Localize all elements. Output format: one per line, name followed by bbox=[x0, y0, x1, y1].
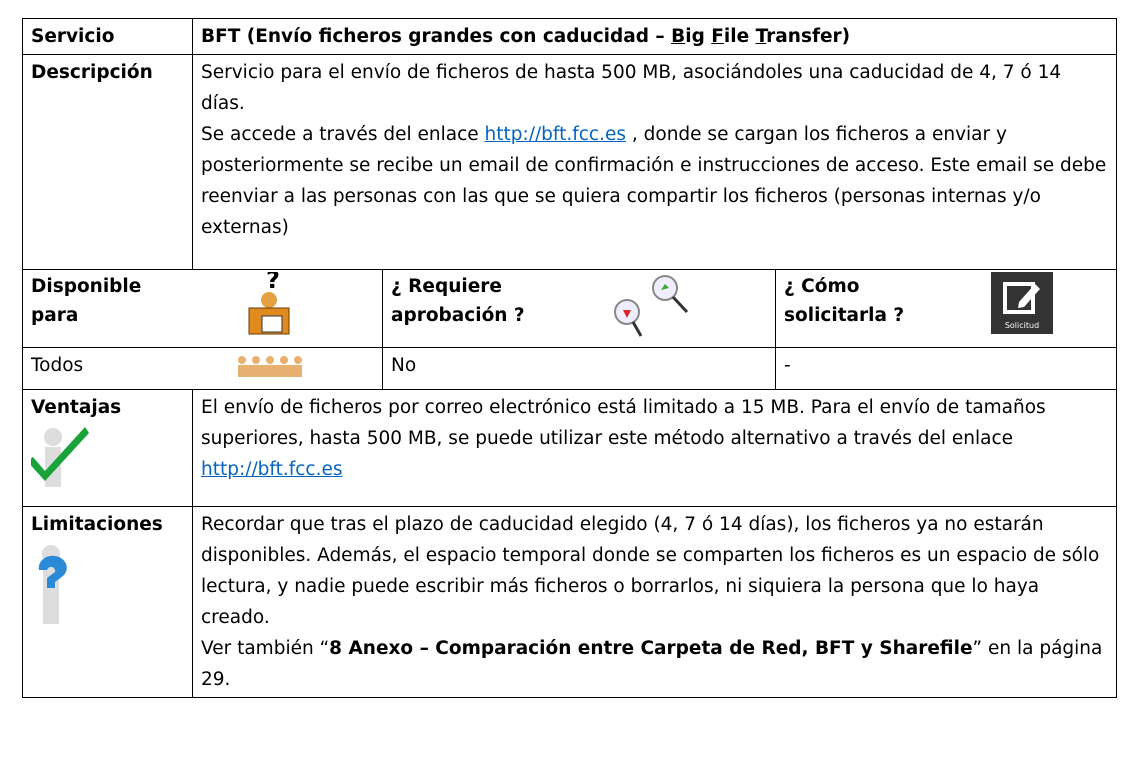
row-label: Limitaciones bbox=[31, 514, 163, 535]
approval-header: ¿ Requiere aprobación ? bbox=[382, 269, 776, 348]
paragraph: Ver también “8 Anexo – Comparación entre… bbox=[201, 633, 1108, 695]
title-text: B bbox=[671, 26, 686, 47]
text: , donde se cargan los ficheros a enviar … bbox=[201, 124, 1107, 238]
title-text: ig bbox=[685, 26, 712, 47]
title-text: ile bbox=[723, 26, 756, 47]
paragraph: Recordar que tras el plazo de caducidad … bbox=[201, 514, 1100, 628]
people-icon bbox=[238, 356, 302, 377]
svg-text:?: ? bbox=[266, 272, 280, 294]
limitations: Recordar que tras el plazo de caducidad … bbox=[192, 506, 1117, 698]
cell-value: - bbox=[775, 347, 1117, 390]
link[interactable]: http://bft.fcc.es bbox=[484, 124, 627, 145]
column-header: ¿ Cómo solicitarla ? bbox=[784, 276, 905, 326]
advantages: El envío de ficheros por correo electrón… bbox=[192, 389, 1117, 507]
person-question-icon: ? bbox=[248, 272, 290, 335]
paragraph: Servicio para el envío de ficheros de ha… bbox=[201, 62, 1062, 114]
availability-header: Disponible para ? bbox=[22, 269, 383, 348]
magnifier-icon bbox=[614, 275, 689, 337]
description-label: Descripción bbox=[22, 54, 193, 270]
link[interactable]: http://bft.fcc.es bbox=[201, 459, 343, 480]
bold-reference: 8 Anexo – Comparación entre Carpeta de R… bbox=[329, 638, 973, 659]
limitations-label-cell: Limitaciones bbox=[22, 506, 193, 698]
title-text: F bbox=[711, 26, 724, 47]
icon-label: Solicitud bbox=[1005, 321, 1039, 330]
service-title: BFT (Envío ficheros grandes con caducida… bbox=[192, 18, 1117, 55]
paragraph: Se accede a través del enlace http://bft… bbox=[201, 119, 1108, 243]
row-label: Ventajas bbox=[31, 397, 122, 418]
advantages-label-cell: Ventajas bbox=[22, 389, 193, 507]
cell-value: Todos bbox=[31, 355, 84, 376]
availability-value: Todos bbox=[22, 347, 383, 390]
text: ” en la página 29. bbox=[201, 638, 1103, 690]
check-icon bbox=[27, 427, 89, 487]
text: Se accede a través del enlace bbox=[201, 124, 485, 145]
title-text: ransfer) bbox=[766, 26, 851, 47]
title-text: BFT (Envío ficheros grandes con caducida… bbox=[201, 26, 672, 47]
column-header: ¿ Requiere aprobación ? bbox=[391, 276, 525, 326]
person-icon bbox=[38, 545, 67, 624]
column-header: Disponible para bbox=[31, 276, 142, 326]
cell-value: No bbox=[382, 347, 776, 390]
header-label: Servicio bbox=[22, 18, 193, 55]
text: Ver también “ bbox=[201, 638, 330, 659]
description: Servicio para el envío de ficheros de ha… bbox=[192, 54, 1117, 270]
title-text: T bbox=[755, 26, 767, 47]
service-table: Servicio BFT (Envío ficheros grandes con… bbox=[22, 18, 1117, 698]
text: El envío de ficheros por correo electrón… bbox=[201, 397, 1046, 449]
request-icon: Solicitud bbox=[991, 272, 1053, 334]
request-header: ¿ Cómo solicitarla ? Solicitud bbox=[775, 269, 1117, 348]
